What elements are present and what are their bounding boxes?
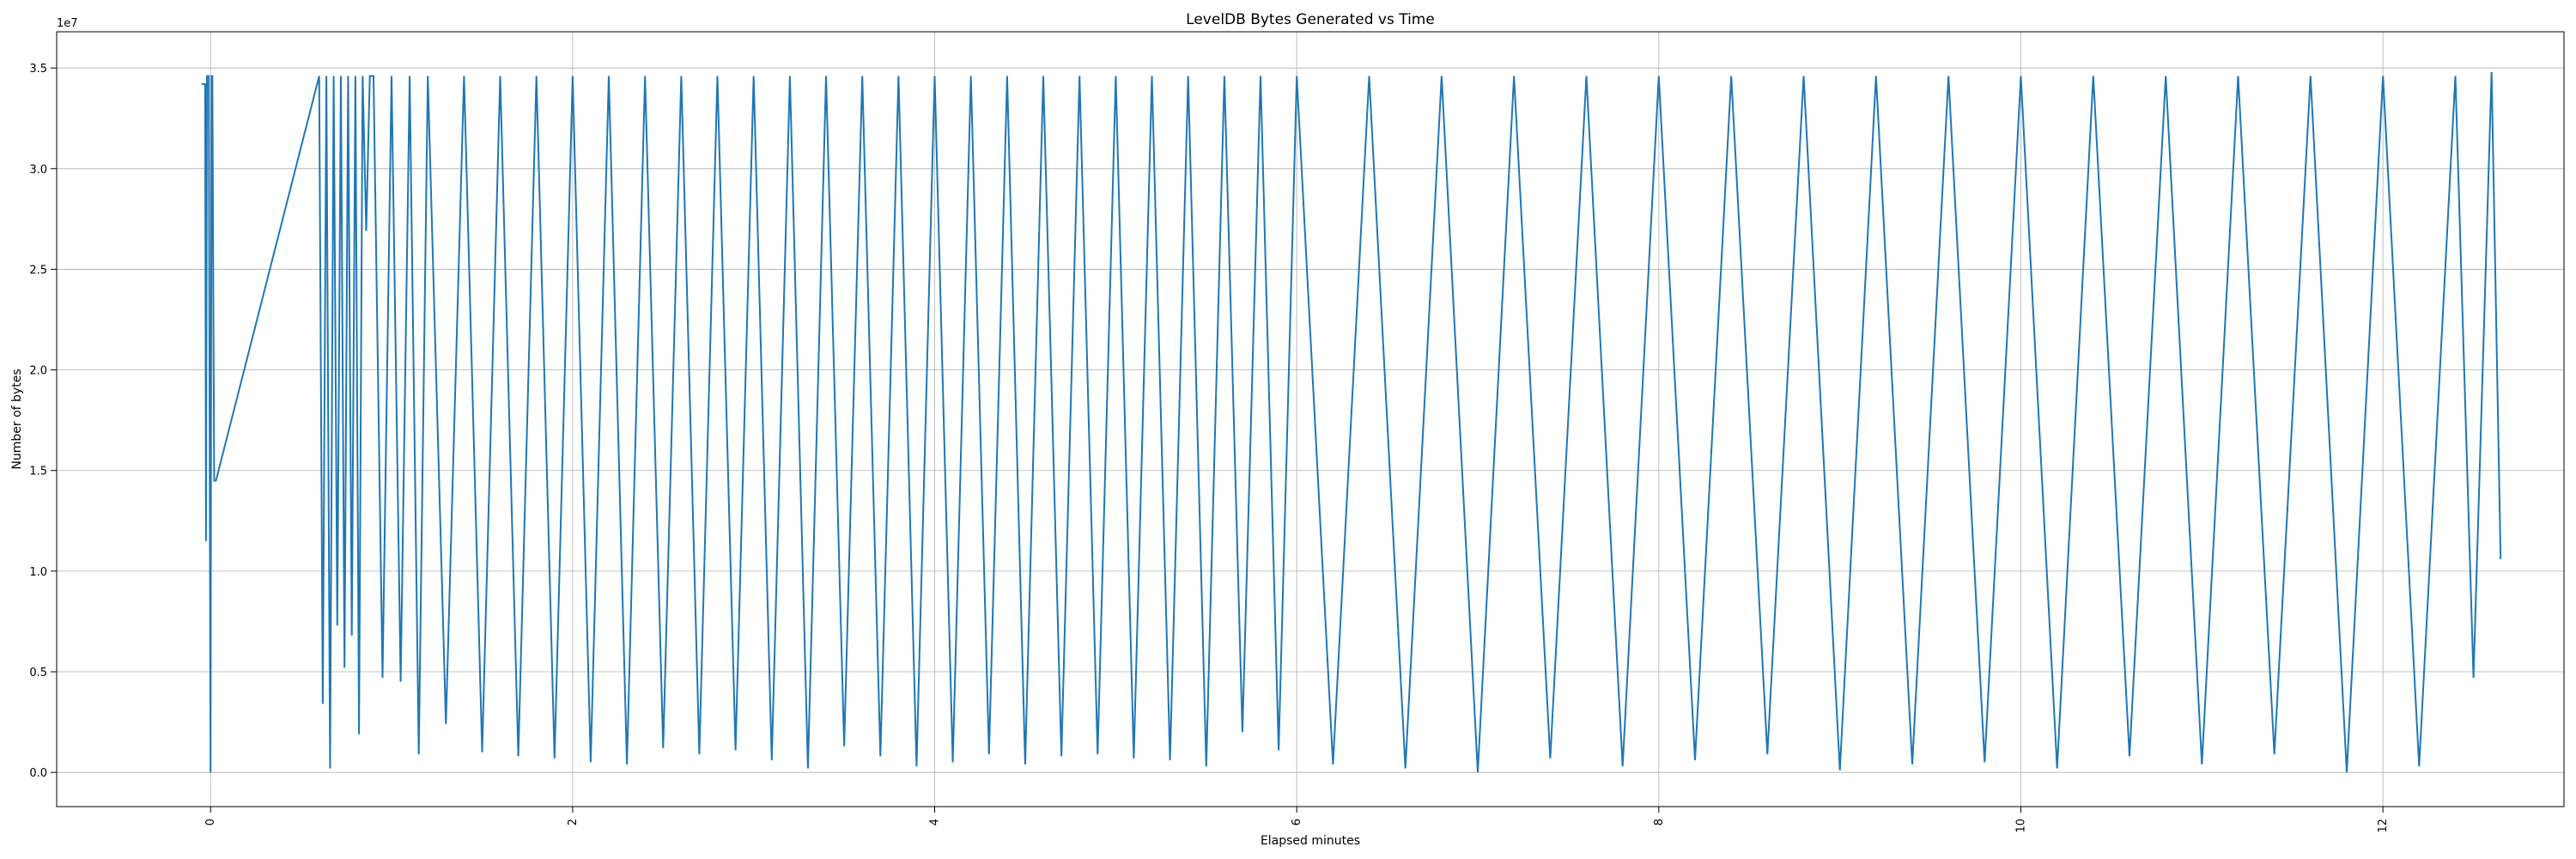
x-tick-label: 12 xyxy=(2377,819,2390,833)
y-tick-label: 3.5 xyxy=(29,63,47,76)
x-tick-label: 6 xyxy=(1291,819,1303,825)
plot-frame xyxy=(56,31,2565,807)
grid-lines xyxy=(57,32,2564,807)
y-tick-label: 3.0 xyxy=(29,163,47,176)
x-tick-label: 10 xyxy=(2015,819,2028,833)
x-tick-label: 8 xyxy=(1653,819,1666,825)
y-tick-label: 0.0 xyxy=(29,767,47,780)
y-tick-label: 2.0 xyxy=(29,365,47,378)
x-tick-label: 0 xyxy=(204,819,217,825)
axis-ticks: 0 2 4 6 8 10 12 0.0 0.5 1.0 1.5 2.0 2.5 3.0 3.5 xyxy=(29,63,2390,832)
y-tick-label: 1.0 xyxy=(29,566,47,579)
data-series xyxy=(201,71,2502,773)
y-tick-label: 1.5 xyxy=(29,466,47,478)
y-tick-label: 2.5 xyxy=(29,264,47,277)
x-tick-label: 4 xyxy=(929,819,942,825)
y-axis-offset-label: 1e7 xyxy=(57,17,78,30)
chart-title: LevelDB Bytes Generated vs Time xyxy=(1186,11,1435,28)
y-tick-label: 0.5 xyxy=(29,667,47,679)
x-tick-label: 2 xyxy=(567,819,580,825)
series-line xyxy=(201,71,2502,773)
y-axis-label: Number of bytes xyxy=(10,369,24,469)
x-axis-label: Elapsed minutes xyxy=(1261,834,1360,848)
